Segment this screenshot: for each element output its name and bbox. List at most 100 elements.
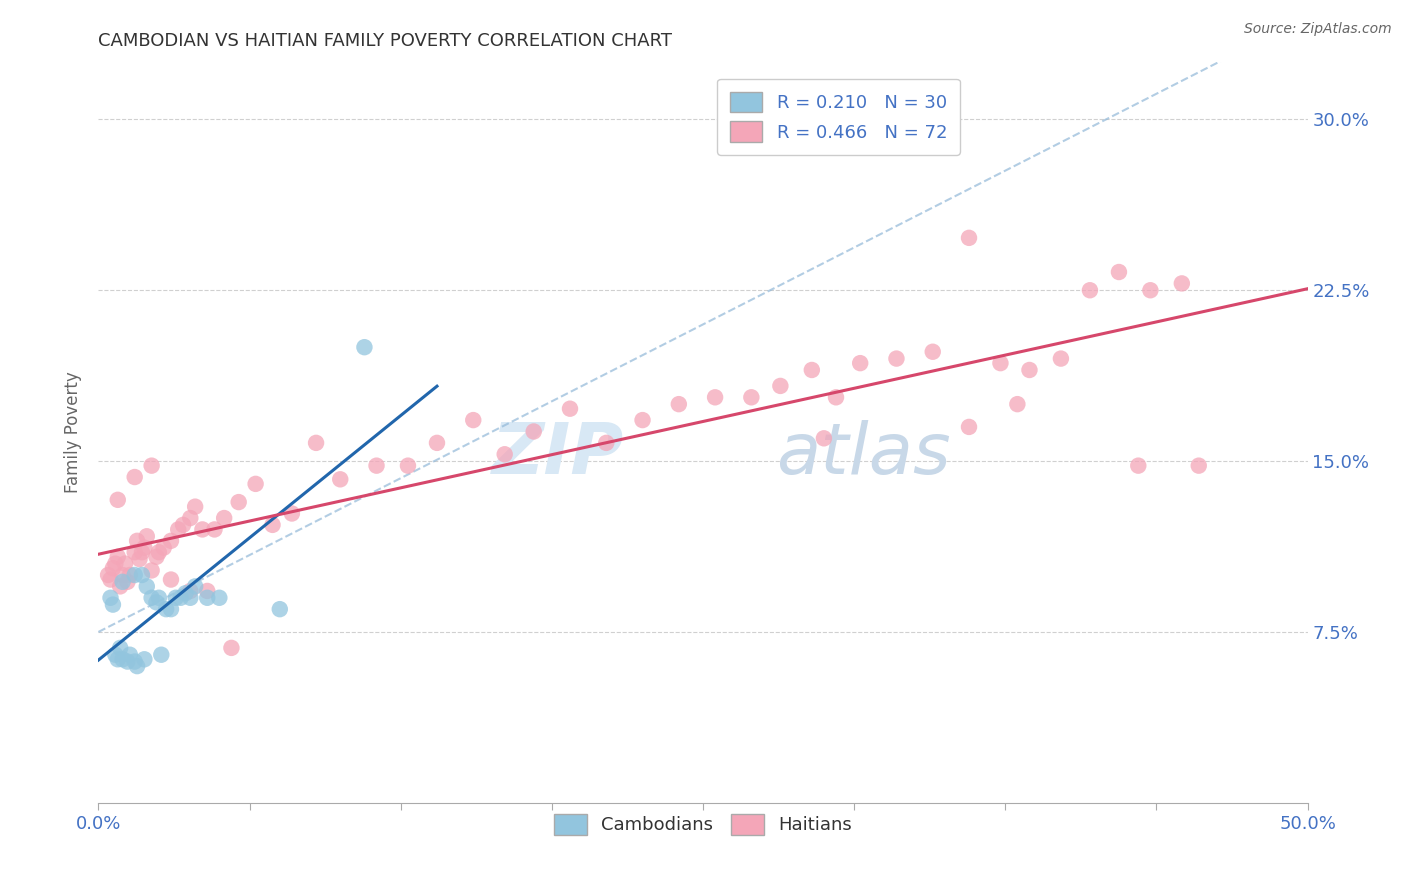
Point (595, 435, 617, 450)
Text: atlas: atlas (776, 420, 950, 490)
Point (305, 435, 328, 450)
Point (184, 579, 207, 593)
Point (179, 591, 201, 605)
Text: CAMBODIAN VS HAITIAN FAMILY POVERTY CORRELATION CHART: CAMBODIAN VS HAITIAN FAMILY POVERTY CORR… (98, 32, 672, 50)
Y-axis label: Family Poverty: Family Poverty (65, 372, 83, 493)
Point (1171, 277, 1194, 291)
Point (800, 363, 823, 377)
Point (148, 545, 170, 559)
Point (114, 557, 136, 571)
Point (494, 447, 516, 461)
Point (107, 549, 129, 564)
Point (155, 602, 177, 616)
Point (165, 591, 187, 605)
Point (104, 557, 127, 571)
Point (179, 583, 201, 598)
Point (124, 568, 146, 582)
Point (1078, 283, 1101, 297)
Point (825, 390, 848, 404)
Point (167, 523, 190, 537)
Point (124, 545, 146, 559)
Point (127, 659, 149, 673)
Point (108, 579, 131, 593)
Point (135, 579, 157, 593)
Point (957, 420, 980, 434)
Point (191, 523, 214, 537)
Point (463, 413, 485, 427)
Point (1139, 283, 1161, 297)
Point (118, 648, 141, 662)
Point (204, 523, 226, 537)
Point (704, 390, 727, 404)
Point (108, 640, 131, 655)
Point (111, 574, 134, 589)
Point (558, 401, 581, 416)
Point (111, 652, 134, 666)
Point (124, 655, 146, 669)
Point (104, 648, 127, 662)
Point (145, 549, 167, 564)
Legend: Cambodians, Haitians: Cambodians, Haitians (547, 806, 859, 842)
Point (990, 356, 1012, 370)
Point (813, 431, 835, 445)
Point (152, 541, 174, 555)
Point (117, 574, 139, 589)
Point (131, 568, 153, 582)
Point (1108, 265, 1130, 279)
Point (128, 552, 150, 566)
Point (886, 351, 908, 366)
Point (262, 517, 284, 532)
Point (141, 458, 163, 473)
Point (668, 397, 690, 411)
Point (117, 655, 139, 669)
Text: ZIP: ZIP (492, 420, 624, 490)
Point (118, 568, 141, 582)
Point (631, 413, 654, 427)
Point (396, 458, 419, 473)
Point (184, 500, 207, 514)
Point (101, 561, 124, 575)
Point (148, 591, 170, 605)
Point (245, 476, 267, 491)
Point (281, 507, 304, 521)
Point (921, 344, 943, 359)
Point (740, 390, 762, 404)
Point (131, 545, 153, 559)
Point (174, 586, 197, 600)
Point (141, 564, 163, 578)
Point (97, 568, 120, 582)
Point (179, 511, 201, 525)
Point (1050, 351, 1073, 366)
Point (160, 602, 183, 616)
Point (172, 517, 194, 532)
Point (228, 495, 250, 509)
Text: Source: ZipAtlas.com: Source: ZipAtlas.com (1244, 22, 1392, 37)
Point (100, 591, 122, 605)
Point (212, 511, 235, 525)
Point (329, 472, 352, 486)
Point (353, 340, 375, 354)
Point (1188, 458, 1211, 473)
Point (135, 529, 157, 543)
Point (849, 356, 872, 370)
Point (426, 435, 449, 450)
Point (957, 231, 980, 245)
Point (134, 541, 156, 555)
Point (160, 533, 183, 548)
Point (169, 591, 191, 605)
Point (150, 648, 173, 662)
Point (366, 458, 388, 473)
Point (269, 602, 291, 616)
Point (141, 591, 163, 605)
Point (111, 568, 134, 582)
Point (523, 425, 546, 439)
Point (1128, 458, 1150, 473)
Point (100, 573, 122, 587)
Point (208, 591, 231, 605)
Point (1007, 397, 1029, 411)
Point (107, 492, 129, 507)
Point (1018, 363, 1040, 377)
Point (101, 598, 124, 612)
Point (127, 533, 149, 548)
Point (107, 652, 129, 666)
